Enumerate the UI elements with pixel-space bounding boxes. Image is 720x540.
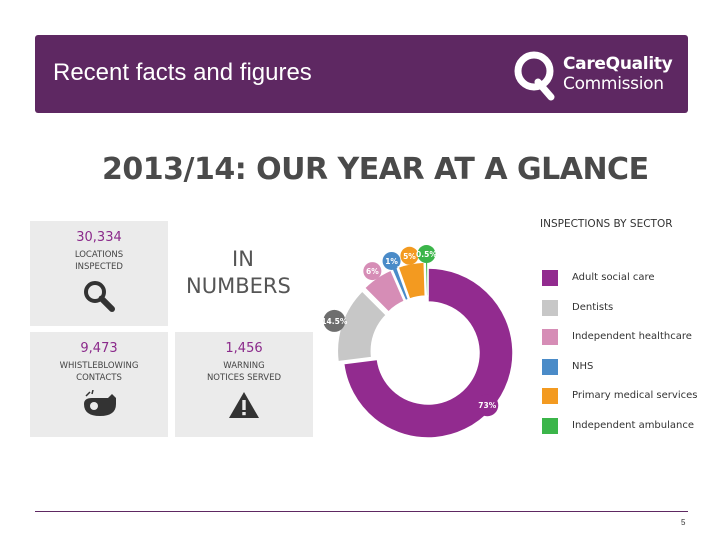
stat-value: 1,456	[225, 341, 263, 356]
legend-label: Primary medical services	[572, 390, 698, 401]
stat-label: WARNING	[223, 361, 265, 371]
magnifier-icon	[84, 281, 115, 312]
legend-label: NHS	[572, 360, 594, 372]
data-label: 0.5%	[416, 250, 437, 259]
legend-swatch	[542, 299, 558, 316]
legend-swatch	[542, 388, 558, 404]
stat-tile-warning-notices: 1,456 WARNING NOTICES SERVED	[175, 332, 313, 437]
donut-slice-dentists	[336, 289, 388, 363]
stat-value: 30,334	[76, 230, 122, 245]
data-label-bubble	[417, 245, 436, 264]
cqc-logo: CareQuality Commission	[513, 49, 683, 101]
stat-label: NOTICES SERVED	[206, 373, 282, 383]
data-label-bubble	[400, 246, 419, 265]
donut-slice-independent-ambulance	[424, 261, 429, 297]
data-label: 6%	[366, 267, 379, 276]
warning-icon	[229, 392, 259, 418]
donut-slice-primary-medical-services	[397, 261, 427, 301]
chart-title: INSPECTIONS BY SECTOR	[540, 218, 673, 230]
donut-slice-adult-social-care	[342, 267, 514, 439]
legend-swatch	[542, 417, 558, 434]
footer-divider	[35, 511, 688, 512]
whistle-icon	[84, 390, 116, 416]
legend-swatch	[542, 329, 558, 345]
stat-tile-whistleblowing: 9,473 WHISTLEBLOWING CONTACTS	[30, 332, 168, 437]
data-label-bubble	[323, 309, 346, 332]
logo-line-1: CareQuality	[563, 54, 673, 74]
data-label: 14.5%	[321, 317, 348, 326]
legend-label: Independent healthcare	[572, 331, 692, 342]
stat-label: WHISTLEBLOWING	[59, 361, 139, 371]
legend-swatch	[542, 358, 558, 375]
slide-title: Recent facts and figures	[53, 59, 312, 86]
legend-swatch	[542, 270, 558, 286]
stat-label: LOCATIONS	[74, 250, 124, 260]
page-number: 5	[681, 518, 686, 527]
infographic-title: 2013/14: OUR YEAR AT A GLANCE	[102, 152, 649, 187]
data-label-bubble	[382, 251, 401, 270]
logo-line-2: Commission	[563, 74, 664, 94]
data-label-bubble	[363, 262, 382, 281]
legend-label: Adult social care	[572, 272, 655, 283]
data-label: 73%	[478, 401, 496, 410]
data-label: 1%	[385, 257, 398, 266]
donut-slice-independent-healthcare	[363, 269, 406, 314]
stat-label: INSPECTED	[75, 262, 123, 272]
legend-label: Dentists	[572, 301, 614, 313]
data-label: 5%	[403, 252, 416, 261]
data-label-bubble	[476, 394, 499, 417]
legend-label: Independent ambulance	[572, 419, 695, 431]
stat-label: CONTACTS	[76, 373, 122, 383]
in-numbers-heading: IN NUMBERS	[186, 247, 291, 298]
stat-value: 9,473	[80, 341, 118, 356]
cqc-logo-mark-icon	[514, 51, 555, 101]
slide-header: Recent facts and figures CareQuality Com…	[35, 35, 688, 113]
stat-tile-locations: 30,334 LOCATIONS INSPECTED	[30, 221, 168, 326]
